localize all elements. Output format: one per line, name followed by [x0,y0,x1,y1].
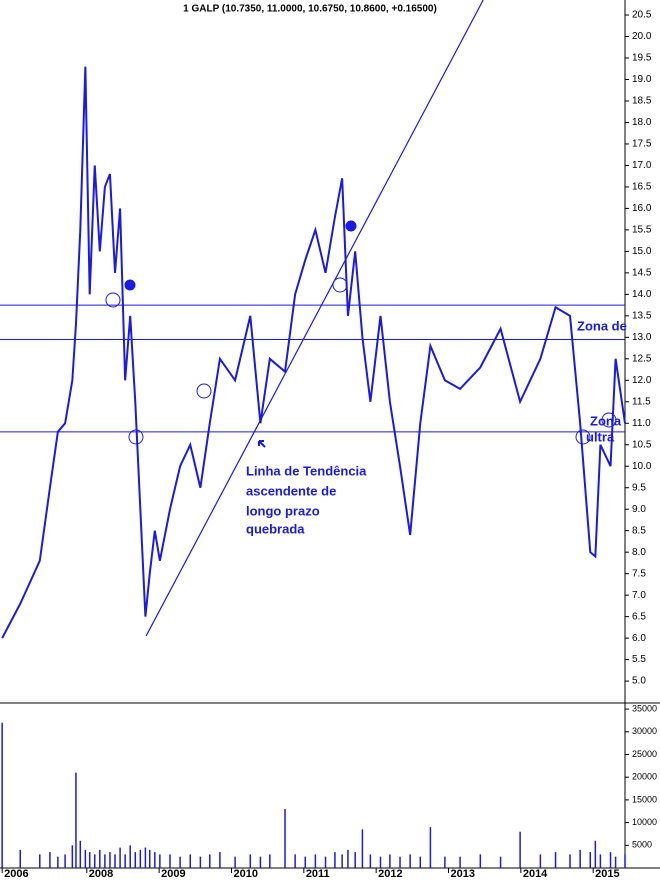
y-tick-label: 13.0 [632,332,652,343]
y-tick-label: 14.5 [632,268,652,279]
y-tick-label: 16.5 [632,182,652,193]
y-tick-label: 15.0 [632,246,652,257]
y2-tick-label: 25000 [632,749,657,759]
x-tick-label: 2010 [233,868,257,880]
y-tick-label: 13.5 [632,310,652,321]
trend-line [145,0,484,637]
y-tick-label: 11.0 [632,418,651,429]
annotation: ascendente de [246,483,336,498]
y2-tick-label: 15000 [632,794,657,804]
annotation: Zona [590,413,622,428]
y-tick-label: 6.0 [632,633,646,644]
annotation: Zona de [577,318,627,333]
y-tick-label: 7.0 [632,590,646,601]
y-tick-label: 14.0 [632,289,652,300]
x-tick-label: 2013 [450,868,474,880]
y2-tick-label: 10000 [632,817,657,827]
y-tick-label: 11.5 [632,396,651,407]
x-tick-label: 2008 [89,868,113,880]
y-tick-label: 10.5 [632,439,652,450]
x-tick-label: 2015 [595,868,619,880]
y2-tick-label: 30000 [632,726,657,736]
dot [124,279,136,291]
annotation: ultra [586,429,615,444]
annotation: longo prazo [246,503,320,518]
y-tick-label: 9.0 [632,504,646,515]
chart-title: 1 GALP (10.7350, 11.0000, 10.6750, 10.86… [183,4,437,15]
y-tick-label: 12.0 [632,375,652,386]
y-tick-label: 8.0 [632,547,646,558]
y-tick-label: 7.5 [632,568,646,579]
happy-icon [601,412,617,428]
arrow [258,440,266,448]
price-line [1,66,626,639]
x-tick-label: 2014 [523,868,548,880]
y-tick-label: 15.5 [632,225,652,236]
y-tick-label: 8.5 [632,525,646,536]
y2-tick-label: 20000 [632,772,657,782]
y-tick-label: 19.5 [632,53,652,64]
x-tick-label: 2011 [306,868,330,880]
y-tick-label: 17.5 [632,139,652,150]
y-tick-label: 6.5 [632,611,646,622]
y-tick-label: 17.0 [632,160,652,171]
y-tick-label: 12.5 [632,353,652,364]
annotation: quebrada [246,521,305,536]
y-tick-label: 5.5 [632,654,646,665]
y-tick-label: 5.0 [632,676,646,687]
y-tick-label: 16.0 [632,203,652,214]
y-tick-label: 20.0 [632,31,652,42]
y-tick-label: 19.0 [632,74,652,85]
y-tick-label: 18.5 [632,96,652,107]
sad-icon [575,429,591,445]
x-tick-label: 2009 [161,868,185,880]
x-tick-label: 2006 [4,868,28,880]
happy-icon [196,383,212,399]
y2-tick-label: 5000 [632,840,652,850]
sad-icon [105,292,121,308]
y2-tick-label: 35000 [632,703,657,713]
y-tick-label: 18.0 [632,117,652,128]
dot [345,220,357,232]
x-tick-label: 2012 [378,868,402,880]
y-tick-label: 9.5 [632,482,646,493]
annotation: Linha de Tendência [246,463,367,478]
y-tick-label: 20.5 [632,10,652,21]
y-tick-label: 10.0 [632,461,652,472]
